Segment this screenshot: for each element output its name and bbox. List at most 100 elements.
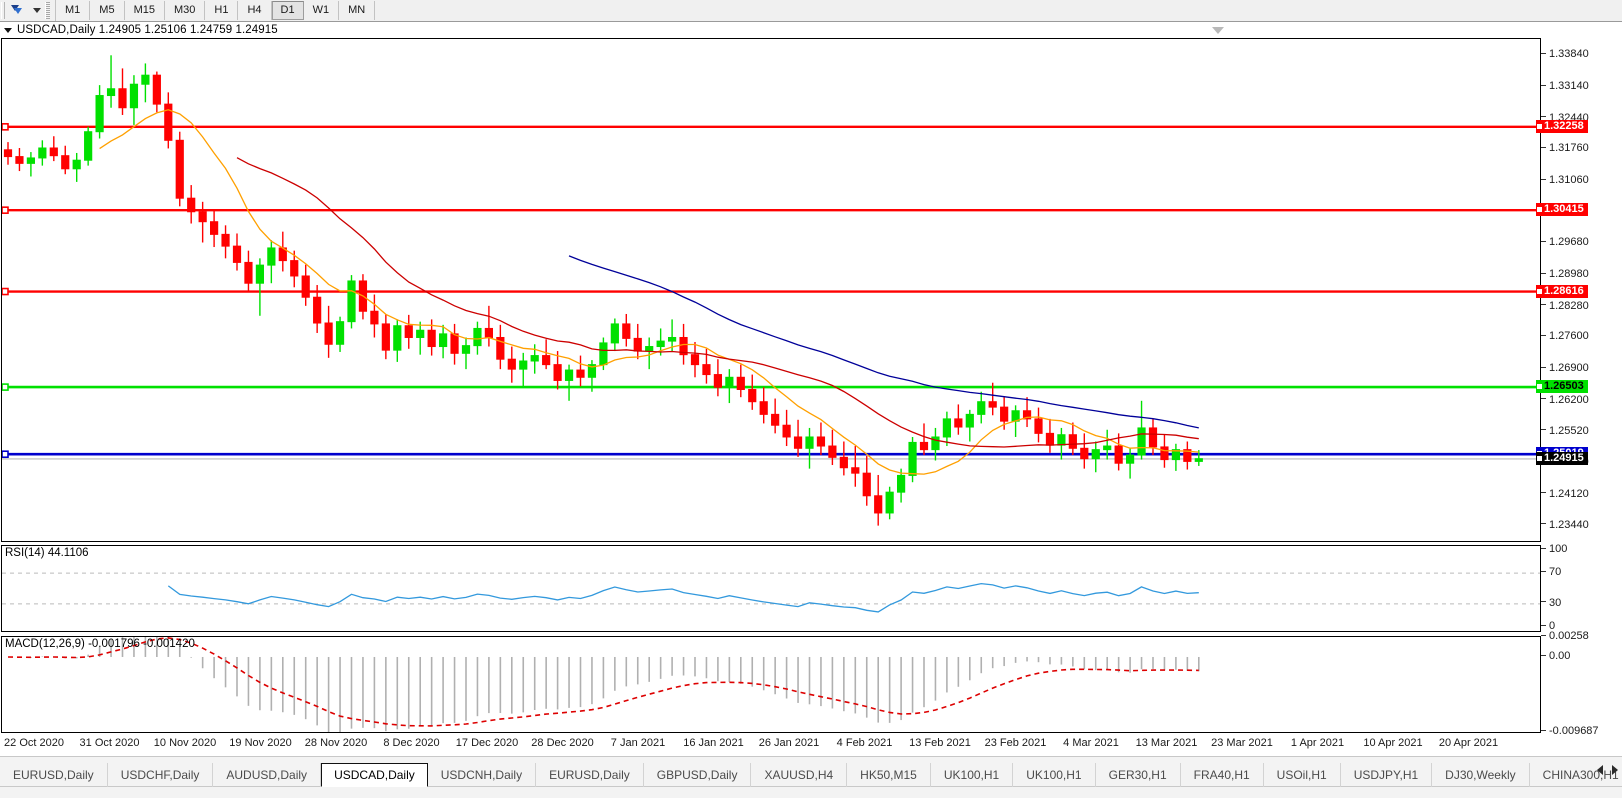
chevron-down-icon[interactable] <box>33 8 41 13</box>
timeframe-h1[interactable]: H1 <box>205 1 239 20</box>
chart-tab-15[interactable]: DJ30,Weekly <box>1432 763 1530 787</box>
candle-body <box>1171 449 1181 461</box>
chart-tab-5[interactable]: EURUSD,Daily <box>536 763 644 787</box>
candle-body <box>129 83 139 109</box>
chart-tab-4[interactable]: USDCNH,Daily <box>428 763 537 787</box>
time-label-18: 10 Apr 2021 <box>1363 737 1423 749</box>
candle-body <box>965 413 974 428</box>
timeframe-m1[interactable]: M1 <box>56 1 91 20</box>
candle-body <box>335 321 345 345</box>
time-label-1: 31 Oct 2020 <box>79 737 140 749</box>
chart-tab-12[interactable]: FRA40,H1 <box>1181 763 1264 787</box>
time-label-0: 22 Oct 2020 <box>4 737 64 749</box>
price-chart-pane[interactable] <box>1 38 1541 542</box>
candle-body <box>84 131 93 161</box>
level-anchor-left-1[interactable] <box>2 206 9 214</box>
chart-tab-3[interactable]: USDCAD,Daily <box>321 763 428 787</box>
candle-body <box>1000 406 1009 422</box>
candle-body <box>393 325 402 351</box>
level-anchor-left-0[interactable] <box>2 123 9 131</box>
candle-body <box>1114 445 1123 464</box>
candle-body <box>1080 447 1089 460</box>
candle-body <box>1091 449 1100 460</box>
price-tick-10: 1.26200 <box>1541 394 1589 406</box>
timeframe-h4[interactable]: H4 <box>238 1 272 20</box>
candle-body <box>988 401 997 408</box>
price-tick-8: 1.27600 <box>1541 330 1589 343</box>
chart-tab-14[interactable]: USDJPY,H1 <box>1341 763 1433 787</box>
candle-body <box>118 88 127 109</box>
candle-body <box>793 436 803 449</box>
price-axis[interactable]: 1.33840 1.33140 1.32440 1.31760 1.31060 1.296… <box>1536 38 1622 542</box>
candle-body <box>381 323 390 351</box>
macd-axis: 0.00258 0.00 -0.009687 <box>1541 630 1622 737</box>
candle-body <box>1126 454 1135 464</box>
candle-body <box>1194 458 1203 462</box>
candle-body <box>885 491 894 514</box>
timeframe-m5[interactable]: M5 <box>90 1 125 20</box>
time-label-19: 20 Apr 2021 <box>1438 737 1499 749</box>
timeframe-m15[interactable]: M15 <box>125 1 165 20</box>
price-level-badge-red-2[interactable]: 1.28616 <box>1536 284 1588 298</box>
price-level-badge-red-0[interactable]: 1.32258 <box>1536 119 1588 133</box>
candle-body <box>725 376 734 388</box>
candle-body <box>530 355 539 362</box>
macd-tick-2: -0.009687 <box>1541 725 1599 737</box>
time-label-16: 23 Mar 2021 <box>1211 737 1273 749</box>
price-level-badge-red-1[interactable]: 1.30415 <box>1536 203 1588 217</box>
candle-body <box>301 275 310 298</box>
timeframe-d1[interactable]: D1 <box>271 1 304 20</box>
macd-pane[interactable] <box>1 636 1541 733</box>
chart-tab-9[interactable]: UK100,H1 <box>931 763 1014 787</box>
candle-body <box>839 456 848 469</box>
time-label-13: 23 Feb 2021 <box>984 737 1047 749</box>
candle-body <box>221 233 230 247</box>
candle-body <box>805 436 814 449</box>
chart-tab-11[interactable]: GER30,H1 <box>1096 763 1181 787</box>
price-level-badge-green-3[interactable]: 1.26503 <box>1536 380 1588 394</box>
time-label-5: 8 Dec 2020 <box>383 737 440 749</box>
chart-tab-8[interactable]: HK50,M15 <box>847 763 931 787</box>
chart-tab-7[interactable]: XAUUSD,H4 <box>751 763 848 787</box>
chart-tab-13[interactable]: USOil,H1 <box>1264 763 1341 787</box>
time-label-14: 4 Mar 2021 <box>1063 737 1119 749</box>
level-anchor-left-3[interactable] <box>2 383 9 391</box>
candle-body <box>164 103 173 141</box>
candle-body <box>496 336 505 360</box>
time-label-15: 13 Mar 2021 <box>1135 737 1198 749</box>
chart-tab-10[interactable]: UK100,H1 <box>1013 763 1096 787</box>
macd-indicator-label: MACD(12,26,9) -0.001796 -0.001420 <box>5 638 195 650</box>
chart-tab-0[interactable]: EURUSD,Daily <box>0 763 108 787</box>
tab-scroll-right-icon[interactable] <box>1612 765 1618 775</box>
candle-body <box>49 147 58 157</box>
toolbar-drag-handle[interactable] <box>1 2 8 19</box>
scroll-position-marker[interactable] <box>1212 27 1224 34</box>
timeframe-w1[interactable]: W1 <box>304 1 340 20</box>
chart-tab-2[interactable]: AUDUSD,Daily <box>213 763 322 787</box>
rsi-pane[interactable] <box>1 545 1541 632</box>
rsi-tick-2: 30 <box>1541 597 1561 609</box>
candle-body <box>347 280 356 323</box>
candle-body <box>198 211 207 223</box>
chart-menu-caret-icon[interactable] <box>4 27 12 33</box>
tab-scroll-left-icon[interactable] <box>1597 765 1603 775</box>
candle-body <box>656 340 665 348</box>
timeframe-mn[interactable]: MN <box>339 1 376 20</box>
macd-signal-line <box>7 637 1199 727</box>
time-axis[interactable]: 22 Oct 2020 31 Oct 2020 10 Nov 2020 19 Nov … <box>1 735 1541 755</box>
chart-tab-6[interactable]: GBPUSD,Daily <box>644 763 752 787</box>
level-anchor-left-4[interactable] <box>2 450 9 459</box>
candle-body <box>1057 434 1066 446</box>
rsi-axis: 100 70 30 0 <box>1541 543 1622 632</box>
cursor-arrows-icon[interactable] <box>9 1 31 20</box>
level-anchor-left-2[interactable] <box>2 287 9 296</box>
price-level-badge-black-5[interactable]: 1.24915 <box>1536 451 1588 465</box>
chart-tab-1[interactable]: USDCHF,Daily <box>108 763 214 787</box>
price-tick-0: 1.33840 <box>1541 48 1589 60</box>
toolbar-grip[interactable] <box>45 2 50 19</box>
rsi-tick-3: 0 <box>1541 620 1555 632</box>
price-tick-6: 1.28980 <box>1541 268 1589 280</box>
candle-body <box>599 342 608 366</box>
timeframe-m30[interactable]: M30 <box>165 1 206 20</box>
time-label-17: 1 Apr 2021 <box>1290 737 1345 749</box>
